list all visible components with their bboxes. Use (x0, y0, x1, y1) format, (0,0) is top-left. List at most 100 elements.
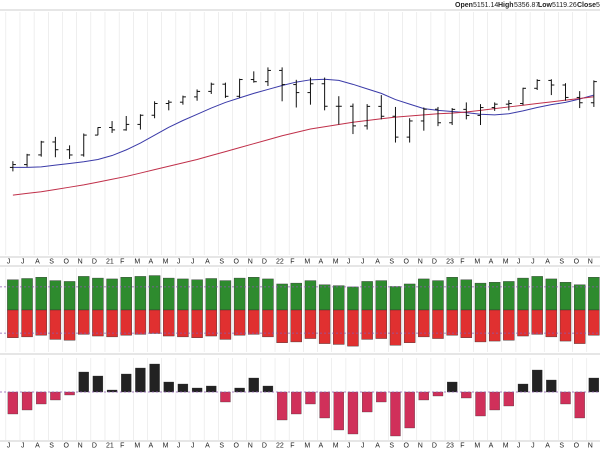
breadth-bar (120, 309, 132, 336)
breadth-bar (163, 277, 175, 311)
x-tick-label: A (375, 442, 380, 449)
x-tick-label: J (347, 442, 351, 449)
breadth-bar (531, 309, 543, 335)
breadth-bar (304, 309, 317, 339)
oscillator-bar (163, 381, 174, 393)
oscillator-bar (21, 391, 33, 411)
breadth-bar (276, 309, 288, 343)
x-tick-label: S (219, 258, 224, 265)
x-tick-label: A (35, 258, 40, 265)
breadth-bar (460, 309, 473, 338)
oscillator-bar (305, 391, 316, 405)
breadth-bar (163, 309, 175, 337)
x-tick-label: O (234, 258, 240, 265)
x-tick-label: O (234, 442, 240, 449)
x-tick-label: J (7, 442, 11, 449)
low-label: Low (538, 2, 553, 9)
breadth-bar (92, 277, 104, 311)
x-tick-label: M (333, 258, 339, 265)
x-tick-label: O (63, 442, 69, 449)
open-value: 5151.14 (473, 2, 498, 9)
breadth-bar (333, 285, 345, 311)
x-tick-label: A (35, 442, 40, 449)
oscillator-bar (149, 363, 160, 393)
x-tick-label: N (418, 258, 423, 265)
breadth-bar (333, 309, 345, 345)
x-tick-label: J (517, 442, 521, 449)
oscillator-bar (404, 391, 415, 429)
x-tick-label: S (219, 442, 224, 449)
x-tick-label: 23 (446, 258, 454, 265)
breadth-bar (205, 309, 217, 337)
x-tick-label: A (375, 258, 380, 265)
breadth-bar (7, 309, 19, 338)
breadth-bar (588, 309, 600, 336)
breadth-bar (418, 309, 430, 338)
x-tick-label: 21 (106, 258, 114, 265)
high-value: 5356.87 (514, 2, 539, 9)
breadth-bar (92, 309, 104, 337)
breadth-bar (545, 278, 558, 311)
breadth-bar (78, 276, 90, 311)
x-tick-label: A (205, 258, 210, 265)
oscillator-bar (560, 391, 571, 405)
oscillator-bar (376, 391, 387, 403)
oscillator-bar (248, 377, 259, 393)
breadth-bar (276, 283, 288, 311)
breadth-bar (49, 280, 62, 311)
oscillator-bar (191, 387, 203, 393)
oscillator-bar (546, 379, 557, 393)
breadth-bar (7, 279, 19, 311)
oscillator-bar (418, 391, 429, 401)
x-tick-label: S (559, 258, 564, 265)
oscillator-bar (447, 381, 458, 393)
x-tick-label: F (290, 442, 294, 449)
x-tick-label: D (92, 258, 97, 265)
x-tick-label: 22 (276, 258, 284, 265)
breadth-bar (573, 309, 586, 344)
breadth-bar (262, 309, 274, 338)
x-tick-label: J (191, 442, 195, 449)
x-tick-label: A (489, 258, 494, 265)
oscillator-bar (588, 377, 600, 393)
oscillator-bar (489, 391, 500, 411)
breadth-bar (205, 278, 217, 311)
oscillator-bar (475, 391, 486, 417)
x-tick-label: A (489, 442, 494, 449)
x-tick-label: D (262, 442, 267, 449)
breadth-bar (588, 277, 600, 311)
breadth-bar (446, 277, 458, 311)
x-tick-label: 22 (276, 442, 284, 449)
breadth-bar (219, 280, 232, 311)
moving-average (12, 96, 594, 196)
x-tick-label: D (262, 258, 267, 265)
oscillator-bar (574, 391, 585, 419)
breadth-bar (78, 309, 90, 335)
x-tick-label: M (304, 258, 310, 265)
breadth-bar (432, 309, 444, 339)
x-tick-label: D (92, 442, 97, 449)
oscillator-bar (262, 385, 274, 393)
breadth-bar (517, 277, 529, 311)
x-tick-label: F (290, 258, 294, 265)
close-value: 5 (596, 2, 600, 9)
x-tick-label: O (574, 442, 580, 449)
low-value: 5119.26 (552, 2, 577, 9)
breadth-bar (35, 277, 47, 311)
oscillator-bar (78, 371, 89, 393)
x-tick-label: N (418, 442, 423, 449)
x-tick-label: J (531, 258, 535, 265)
x-tick-label: J (531, 442, 535, 449)
breadth-bar (403, 283, 416, 311)
breadth-bar (375, 280, 388, 311)
breadth-bar (531, 276, 543, 311)
breadth-bar (573, 284, 586, 311)
x-tick-label: 23 (446, 442, 454, 449)
breadth-bar (503, 309, 515, 341)
x-tick-label: S (389, 442, 394, 449)
breadth-bar (63, 281, 76, 311)
breadth-bar (233, 277, 246, 311)
x-tick-label: J (177, 258, 181, 265)
oscillator-bar (36, 391, 47, 405)
